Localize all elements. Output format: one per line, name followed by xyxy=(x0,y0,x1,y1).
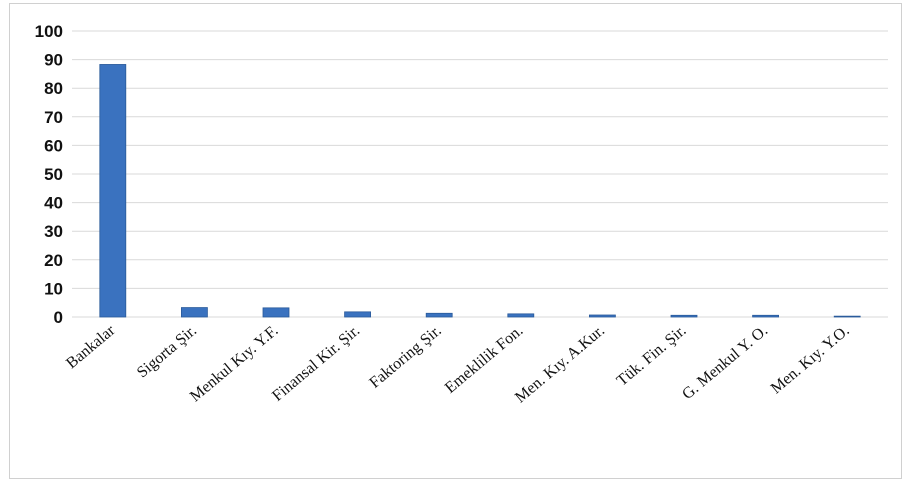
y-tick-label: 30 xyxy=(44,222,63,241)
y-axis: 0 10 20 30 40 50 60 70 80 90 100 xyxy=(35,22,63,327)
chart-frame xyxy=(9,3,902,479)
x-tick-label: Finansal Kir. Şir. xyxy=(269,322,363,405)
x-tick-label: Tük. Fin. Şir. xyxy=(614,322,690,390)
bar xyxy=(180,307,208,318)
y-tick-label: 80 xyxy=(44,79,63,98)
gridlines xyxy=(72,30,888,318)
y-tick-label: 70 xyxy=(44,108,63,127)
bar xyxy=(344,311,372,318)
y-tick-label: 40 xyxy=(44,194,63,213)
bar xyxy=(99,64,127,318)
y-tick-label: 20 xyxy=(44,251,63,270)
x-tick-label: Emeklilik Fon. xyxy=(442,322,526,397)
y-tick-label: 100 xyxy=(35,22,63,41)
bar xyxy=(752,314,779,318)
y-tick-label: 10 xyxy=(44,279,63,298)
bar xyxy=(507,313,535,318)
y-tick-label: 0 xyxy=(54,308,63,327)
x-tick-label: Bankalar xyxy=(63,322,119,373)
x-tick-label: Menkul Kıy. Y.F. xyxy=(187,322,282,405)
x-tick-label: Sigorta Şir. xyxy=(134,322,200,381)
bars xyxy=(99,64,861,318)
x-tick-label: Men. Kıy. Y.O. xyxy=(768,322,853,397)
y-tick-label: 90 xyxy=(44,51,63,70)
y-tick-label: 50 xyxy=(44,165,63,184)
bar xyxy=(670,314,698,318)
x-tick-label: G. Menkul Y. O. xyxy=(679,322,771,403)
x-tick-label: Men. Kıy. A.Kur. xyxy=(512,322,608,406)
bar xyxy=(833,315,861,318)
y-tick-label: 60 xyxy=(44,136,63,155)
bar xyxy=(589,314,616,318)
bar xyxy=(262,307,290,318)
x-tick-label: Faktoring Şir. xyxy=(366,322,444,392)
bar xyxy=(425,312,453,318)
x-axis: Bankalar Sigorta Şir.Menkul Kıy. Y.F.Fina… xyxy=(63,322,853,407)
